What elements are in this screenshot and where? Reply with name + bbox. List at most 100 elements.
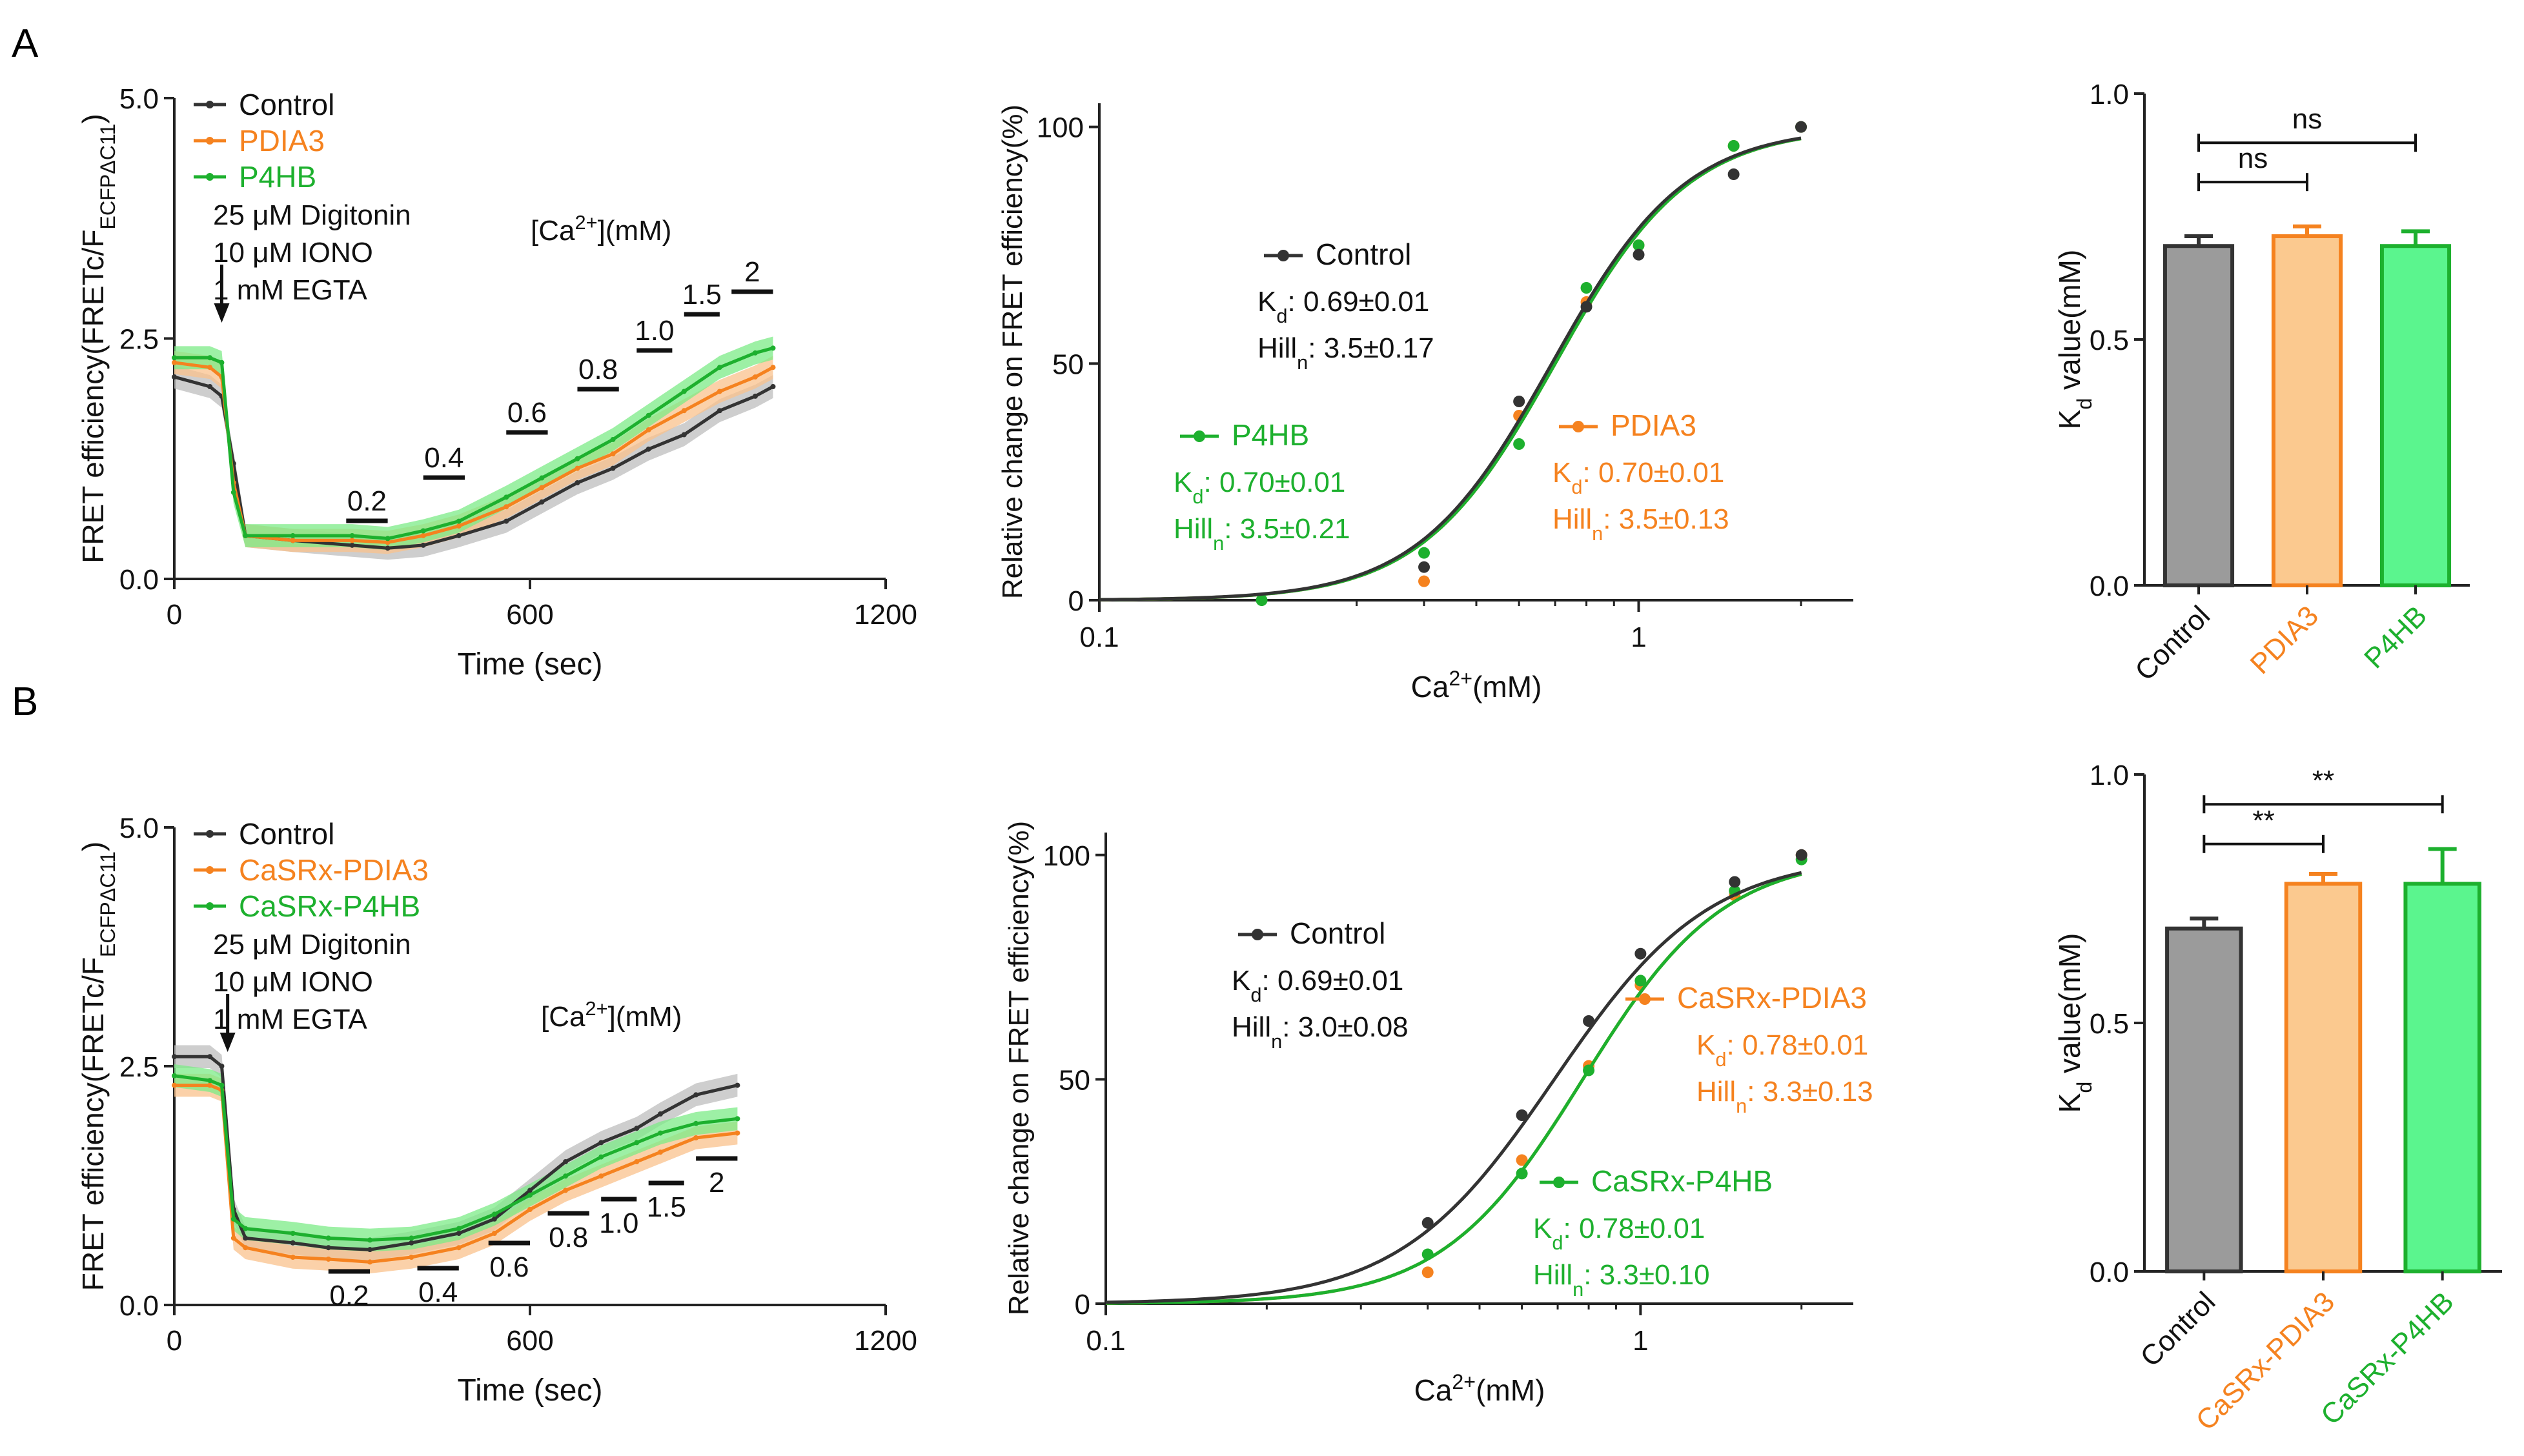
trace-point [172,374,177,380]
y-axis-label: Kd value(mM) [2053,933,2096,1113]
data-point [1421,1217,1434,1229]
chart-b-curve: 0 50 100 0.1 1 Ca2+(mM) Relative change on FRE… [1003,821,1873,1407]
y-tick-label: 0.0 [119,1290,159,1322]
chart-b-trace: 0.0 2.5 5.0 0 600 1200 Time (sec) FRET efficien… [76,813,917,1408]
step-label: 1.0 [635,315,674,347]
annotation-name: CaSRx-PDIA3 [1677,981,1867,1015]
trace-point [172,355,177,361]
error-band-p4hb [174,336,773,551]
trace-point [598,1140,604,1146]
x-axis-label: Time (sec) [458,647,603,682]
y-axis-label-part: ) [76,114,110,123]
data-point [1256,594,1268,606]
x-axis-label-part: Ca [1411,670,1449,703]
trace-point [367,1259,373,1265]
annotation-hill-part: Hill [1552,503,1592,535]
data-point [1513,396,1525,407]
annotation-kd-part: : 0.70±0.01 [1204,467,1346,498]
trace-point [290,538,296,543]
trace-point [491,1231,497,1236]
trace-point [575,465,580,471]
trace-point [563,1188,569,1193]
y-tick-label: 1.0 [2090,79,2129,110]
data-point [1729,876,1741,888]
y-axis-label-part: d [2073,1082,2096,1093]
y-axis-label-part: d [2073,398,2096,410]
trace-point [634,1159,640,1164]
trace-point [325,1245,331,1251]
treatment-label: 10 μM IONO [213,966,373,998]
calcium-label-part: [Ca [541,1001,585,1033]
treatment-label: 10 μM IONO [213,237,373,268]
annotation-hill: Hilln: 3.5±0.21 [1174,513,1350,554]
x-axis-label-part: (mM) [1472,670,1542,703]
x-tick-label: 1200 [854,599,917,631]
significance-label: ** [2253,805,2275,836]
data-point [1633,248,1645,261]
annotation-hill-part: : 3.0±0.08 [1282,1011,1408,1043]
legend-marker [206,830,214,838]
category-label: Control [2134,1286,2221,1373]
data-point [1421,1248,1434,1260]
trace-point [681,389,687,394]
x-tick-label: 0.1 [1086,1325,1125,1357]
legend-marker [206,101,214,108]
chart-a-bar: 0.0 0.5 1.0 Kd value(mM) Control PDIA3 P4HB nsn… [2053,79,2470,687]
annotation-kd-part: K [1257,286,1276,318]
trace-point [230,489,236,495]
calcium-label-part: 2+ [585,997,607,1020]
y-axis-label: Relative change on FRET efficiency(%) [997,105,1028,599]
trace-point [456,523,462,529]
trace-point [646,412,651,418]
data-point [1421,1266,1434,1279]
data-point [1516,1168,1528,1180]
trace-point [243,1245,249,1251]
y-tick-label: 50 [1052,349,1084,380]
x-axis-label: Ca2+(mM) [1411,667,1542,703]
annotation-kd: Kd: 0.78±0.01 [1696,1029,1868,1071]
data-point [1633,239,1645,251]
trace-point [420,528,426,534]
legend-label: Control [239,88,334,121]
data-point [1795,849,1807,861]
trace-point [598,1154,604,1160]
annotation-kd-part: : 0.69±0.01 [1262,965,1404,996]
annotation-hill-part: n [1297,351,1308,374]
annotation-kd-part: K [1552,457,1571,489]
annotation-kd-part: d [1571,476,1582,498]
calcium-label-part: 2+ [575,211,597,234]
annotation-hill-part: n [1271,1030,1282,1053]
trace-point [420,542,426,548]
trace-point [658,1111,664,1117]
annotation-hill-part: : 3.5±0.21 [1224,513,1350,545]
trace-point [770,345,776,351]
x-axis-label: Ca2+(mM) [1414,1370,1545,1407]
trace-point [575,456,580,461]
trace-point [527,1188,533,1193]
panel-label-b: B [12,680,38,724]
fit-curve-control [1099,136,1802,602]
annotation-marker [1252,929,1263,940]
y-tick-label: 50 [1059,1064,1090,1096]
annotation-kd-part: d [1250,984,1261,1006]
annotation-hill-part: : 3.5±0.17 [1308,332,1434,364]
data-point [1418,575,1430,587]
trace-point [527,1192,533,1198]
y-axis-label-part: ECFPΔC11 [96,124,119,230]
bar-pdia3 [2271,234,2343,588]
x-tick-label: 0 [167,599,182,631]
data-point [1513,438,1525,450]
trace-point [681,408,687,414]
y-axis-label-part: FRET efficiency(FRETc/F [76,957,110,1291]
trace-point [610,451,616,457]
trace-point [717,389,722,394]
x-axis-label-part: 2+ [1452,1370,1476,1393]
y-axis-label-part: ECFPΔC11 [96,851,119,957]
annotation-kd: Kd: 0.70±0.01 [1552,457,1724,498]
trace-point [752,374,758,380]
trace-line-casrx-p4hb [174,1074,738,1242]
trace-point [504,504,509,510]
data-point [1727,140,1740,152]
y-axis-label-part: FRET efficiency(FRETc/F [76,230,110,563]
annotation-kd: Kd: 0.69±0.01 [1257,286,1429,327]
